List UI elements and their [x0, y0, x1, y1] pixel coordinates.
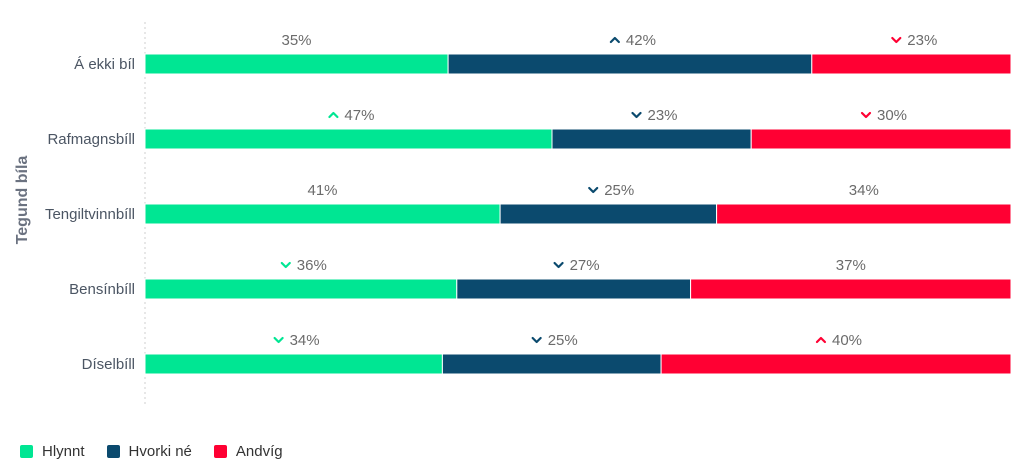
- value-label-hvorki-ne-bensinbill: 27%: [570, 257, 600, 274]
- value-label-hvorki-ne-a-ekki-bil: 42%: [626, 32, 656, 49]
- legend-item-hvorki-ne[interactable]: Hvorki né: [106, 443, 192, 460]
- trend-down-icon: [553, 261, 564, 269]
- bar-andvig-rafmagnsbill[interactable]: [750, 128, 1012, 150]
- value-label-andvig-diselbill: 40%: [832, 332, 862, 349]
- trend-down-icon: [531, 336, 542, 344]
- value-label-hlynnt-tengiltvinnbill: 41%: [307, 182, 337, 199]
- legend-label-hlynnt: Hlynnt: [42, 443, 85, 460]
- trend-down-icon: [631, 111, 642, 119]
- value-label-andvig-a-ekki-bil: 23%: [907, 32, 937, 49]
- bar-hvorki-ne-bensinbill[interactable]: [456, 278, 692, 300]
- value-label-hlynnt-bensinbill: 36%: [297, 257, 327, 274]
- bar-hlynnt-a-ekki-bil[interactable]: [144, 53, 449, 75]
- value-label-hlynnt-a-ekki-bil: 35%: [281, 32, 311, 49]
- legend-swatch-hlynnt: [20, 445, 33, 458]
- trend-down-icon: [588, 186, 599, 194]
- value-label-hvorki-ne-diselbill: 25%: [548, 332, 578, 349]
- legend-item-hlynnt[interactable]: Hlynnt: [20, 443, 85, 460]
- trend-up-icon: [328, 111, 339, 119]
- value-label-hlynnt-diselbill: 34%: [290, 332, 320, 349]
- bar-andvig-diselbill[interactable]: [660, 353, 1012, 375]
- value-label-andvig-tengiltvinnbill: 34%: [849, 182, 879, 199]
- legend-label-hvorki-ne: Hvorki né: [128, 443, 192, 460]
- category-label-tengiltvinnbill: Tengiltvinnbíll: [45, 206, 135, 223]
- y-axis-title: Tegund bíla: [14, 156, 31, 245]
- category-label-rafmagnsbill: Rafmagnsbíll: [47, 131, 135, 148]
- value-label-andvig-bensinbill: 37%: [836, 257, 866, 274]
- trend-down-icon: [891, 36, 902, 44]
- legend: Hlynnt Hvorki né Andvíg: [20, 443, 283, 460]
- bar-andvig-tengiltvinnbill[interactable]: [716, 203, 1012, 225]
- trend-up-icon: [609, 36, 620, 44]
- plot-area: Á ekki bíl 35% 42% 23% Rafmagnsbíll 47% 23% 30%…: [45, 32, 1012, 375]
- bar-hvorki-ne-tengiltvinnbill[interactable]: [499, 203, 718, 225]
- legend-item-andvig[interactable]: Andvíg: [213, 443, 283, 460]
- legend-label-andvig: Andvíg: [235, 443, 283, 460]
- legend-swatch-andvig: [213, 445, 227, 458]
- bar-hlynnt-bensinbill[interactable]: [144, 278, 458, 300]
- bar-hvorki-ne-rafmagnsbill[interactable]: [551, 128, 752, 150]
- trend-up-icon: [815, 336, 827, 344]
- value-label-hlynnt-rafmagnsbill: 47%: [344, 107, 374, 124]
- legend-swatch-hvorki-ne: [106, 445, 120, 458]
- value-label-hvorki-ne-tengiltvinnbill: 25%: [604, 182, 634, 199]
- stacked-bar-chart: Tegund bíla Á ekki bíl 35% 42% 23% Rafmagnsb…: [14, 22, 1012, 405]
- bar-hlynnt-diselbill[interactable]: [144, 353, 443, 375]
- category-label-bensinbill: Bensínbíll: [69, 281, 135, 298]
- bar-andvig-bensinbill[interactable]: [690, 278, 1012, 300]
- category-label-diselbill: Díselbíll: [82, 356, 135, 373]
- value-label-andvig-rafmagnsbill: 30%: [877, 107, 907, 124]
- category-label-a-ekki-bil: Á ekki bíl: [74, 56, 135, 73]
- bar-hlynnt-rafmagnsbill[interactable]: [144, 128, 553, 150]
- value-label-hvorki-ne-rafmagnsbill: 23%: [648, 107, 678, 124]
- trend-down-icon: [280, 261, 291, 269]
- bar-hvorki-ne-a-ekki-bil[interactable]: [447, 53, 813, 75]
- trend-down-icon: [860, 111, 872, 119]
- bar-andvig-a-ekki-bil[interactable]: [811, 53, 1012, 75]
- bar-hvorki-ne-diselbill[interactable]: [441, 353, 662, 375]
- trend-down-icon: [273, 336, 284, 344]
- bar-hlynnt-tengiltvinnbill[interactable]: [144, 203, 501, 225]
